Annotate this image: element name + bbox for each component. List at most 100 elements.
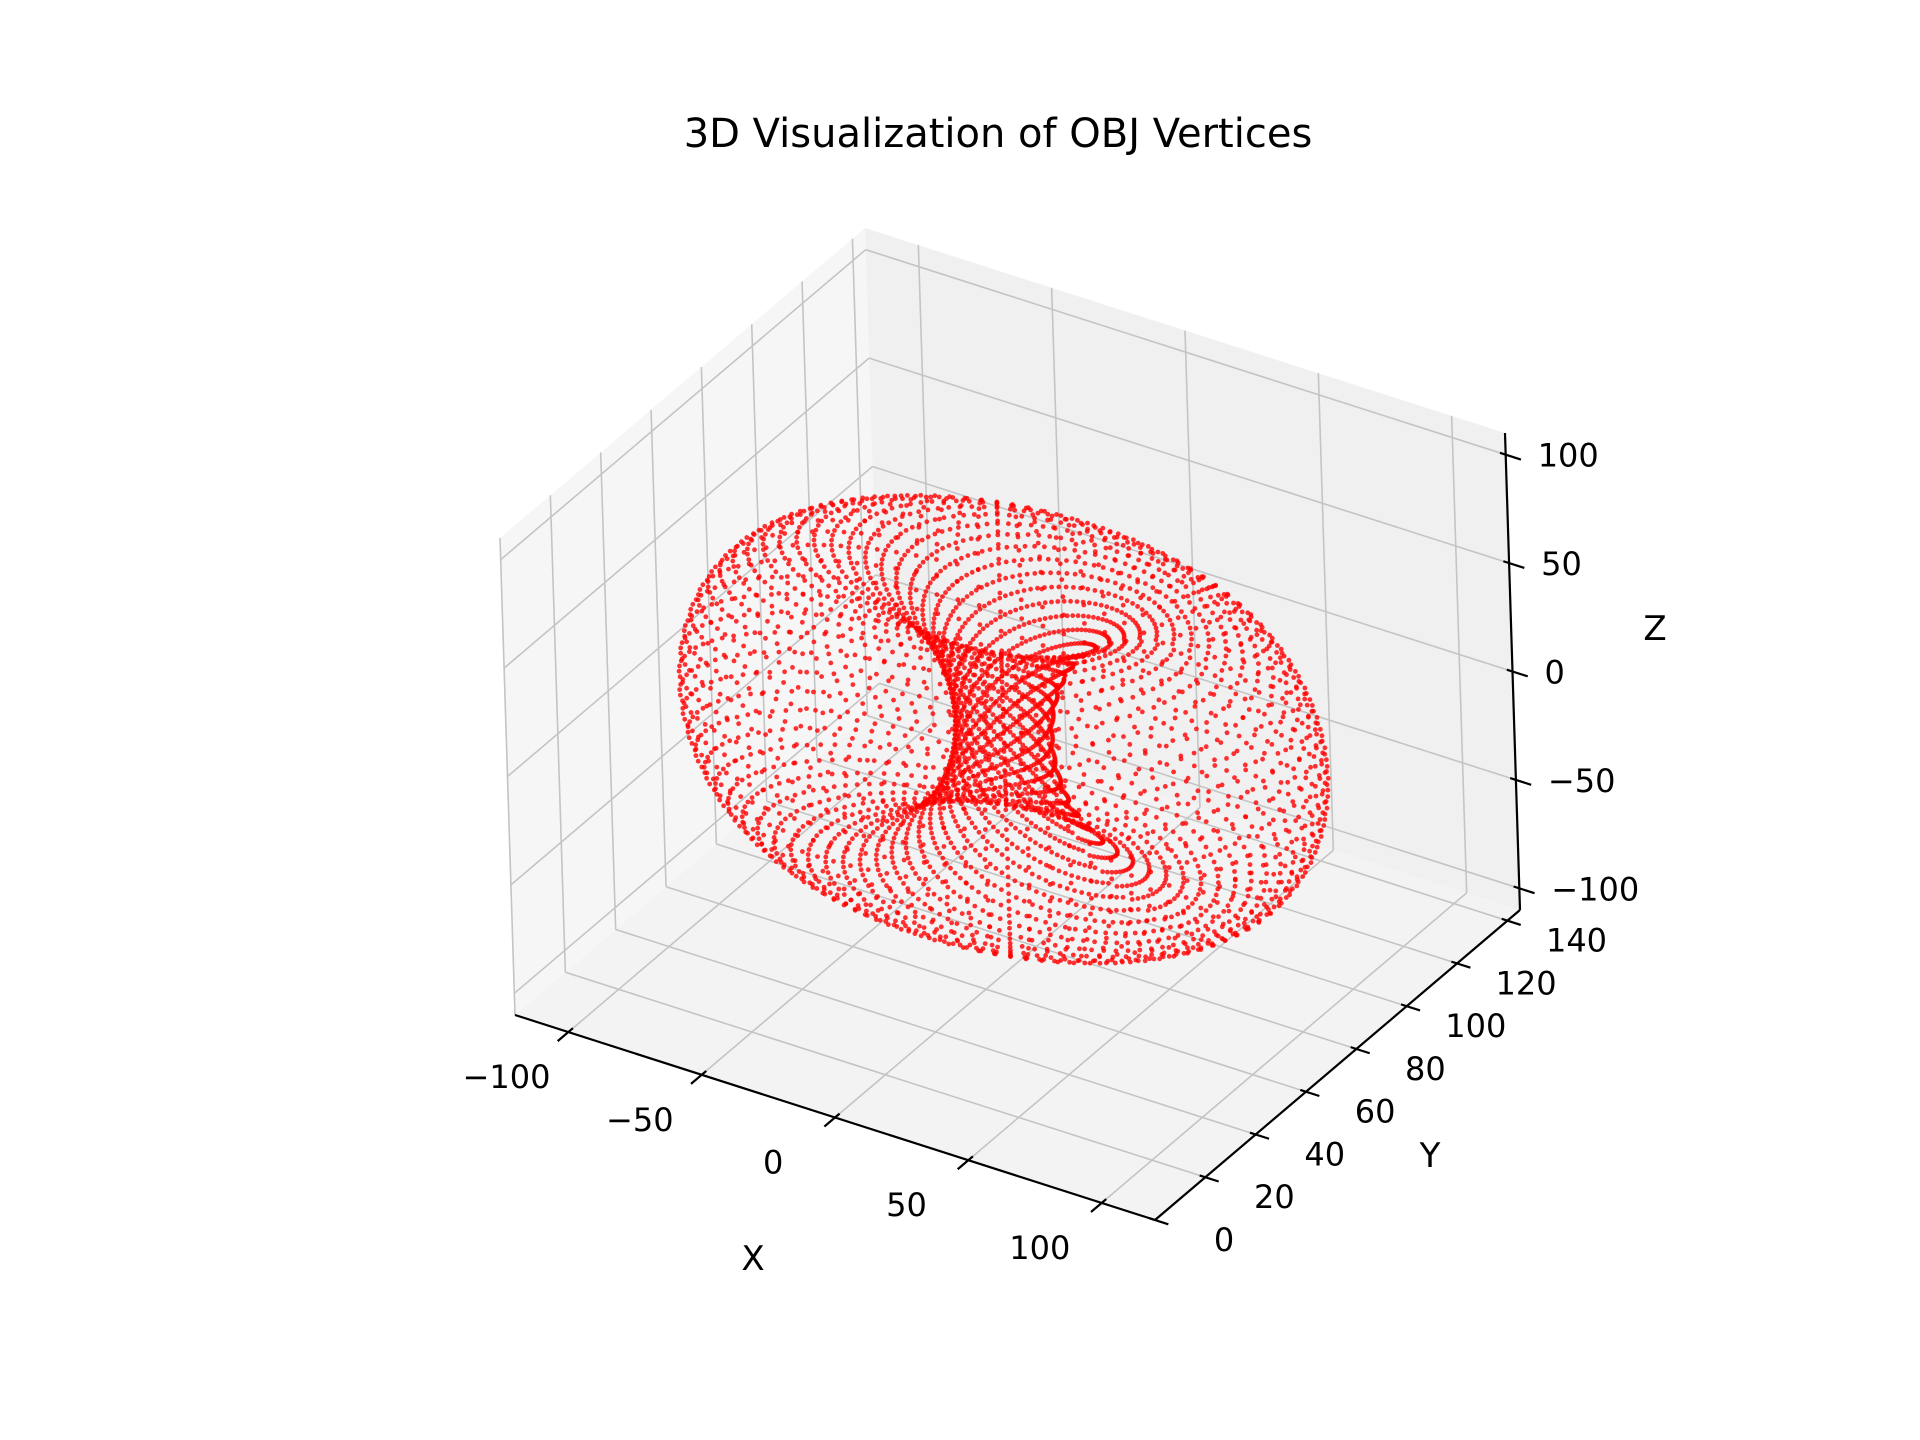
data-point [1267,632,1272,638]
data-point [682,623,688,628]
data-point [788,812,793,818]
data-point [773,838,778,844]
data-point [1033,790,1039,796]
data-point [801,508,807,514]
data-point [741,612,747,618]
data-point [1148,734,1154,739]
data-point [916,522,922,527]
data-point [1322,811,1328,817]
data-point [1024,764,1030,770]
data-point [1181,594,1186,600]
data-point [1175,615,1181,621]
data-point [1309,821,1315,827]
data-point [862,504,868,510]
data-point [894,580,899,586]
data-point [879,906,884,912]
data-point [1082,659,1088,664]
data-point [1286,879,1292,884]
data-point [1324,757,1329,763]
data-point [875,867,881,873]
data-point [759,691,765,697]
data-point [1152,621,1157,627]
data-point [967,792,973,798]
data-point [1290,860,1296,865]
data-point [857,757,863,763]
data-point [1105,818,1110,824]
data-point [1256,708,1261,714]
data-point [1049,808,1055,814]
data-point [1089,895,1094,901]
data-point [1142,822,1148,828]
data-point [745,799,751,805]
data-point [1246,833,1252,839]
data-point [811,624,817,630]
data-point [843,604,848,609]
data-point [1022,833,1028,839]
data-point [699,752,704,758]
data-point [747,651,753,656]
data-point [1029,662,1035,668]
data-point [1304,702,1310,708]
data-point [1070,830,1075,836]
data-point [1037,859,1043,865]
data-point [966,776,972,781]
data-point [1174,558,1180,564]
data-point [992,658,998,664]
data-point [1058,934,1064,940]
data-point [808,821,813,826]
data-point [685,722,691,728]
data-point [717,562,723,568]
data-point [931,638,937,644]
data-point [867,608,872,614]
data-point [1254,627,1259,633]
data-point [1203,665,1209,671]
data-point [889,597,895,603]
data-point [1021,668,1026,674]
data-point [1285,791,1291,797]
data-point [756,730,761,735]
data-point [1132,724,1137,730]
data-point [844,875,850,881]
data-point [857,595,862,601]
data-point [1242,696,1248,702]
data-point [1184,860,1190,865]
data-point [894,817,900,823]
data-point [1142,853,1148,859]
data-point [1233,860,1239,865]
data-point [962,767,968,773]
data-point [1004,671,1010,677]
data-point [1046,630,1052,636]
data-point [746,557,752,562]
data-point [789,688,795,694]
z-grid-side [500,249,867,561]
data-point [1295,696,1301,702]
data-point [925,892,931,897]
data-point [1126,546,1132,551]
data-point [680,698,685,704]
data-point [1173,854,1179,859]
data-point [881,552,886,558]
data-point [1204,773,1210,779]
data-point [849,673,855,678]
data-point [1112,648,1118,654]
data-point [1095,645,1101,651]
data-point [974,522,980,528]
data-point [863,902,869,907]
data-point [892,493,898,499]
data-point [1222,660,1227,666]
data-point [1100,674,1106,680]
data-point [784,596,790,602]
data-point [863,838,869,844]
data-point [975,655,981,661]
data-point [890,840,896,846]
data-point [746,773,751,779]
data-point [1082,946,1087,952]
data-point [1189,931,1195,937]
data-point [1002,758,1007,764]
data-point [1108,857,1114,863]
data-point [956,520,961,525]
data-point [1169,726,1174,731]
data-point [1044,862,1049,868]
data-point [861,833,867,839]
data-point [866,685,872,691]
